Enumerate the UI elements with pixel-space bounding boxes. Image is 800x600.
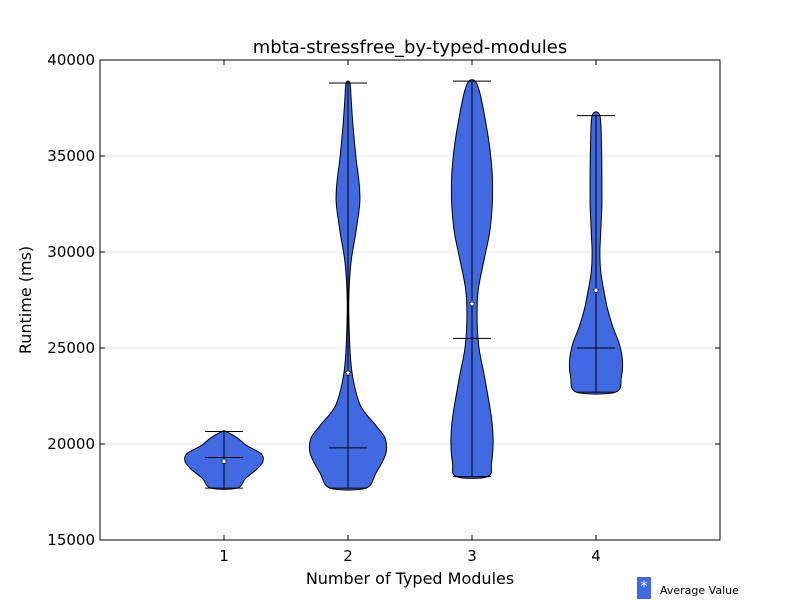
- y-tick-label: 20000: [47, 435, 95, 453]
- plot-area-frame: [99, 59, 721, 541]
- violins: [184, 79, 624, 491]
- y-tick-label: 40000: [47, 51, 95, 69]
- grid-lines: [100, 155, 720, 445]
- x-tick-label: 1: [219, 547, 229, 565]
- x-tick-label: 4: [591, 547, 601, 565]
- average-marker: [468, 299, 476, 308]
- average-markers: [220, 286, 600, 465]
- y-axis-ticks: 15000 20000 25000 30000 35000 40000: [47, 51, 720, 549]
- chart-title: mbta-stressfree_by-typed-modules: [253, 37, 568, 58]
- legend-swatch: [637, 577, 651, 599]
- x-axis-ticks: 1 2 3 4: [219, 60, 601, 565]
- average-marker: [344, 368, 352, 377]
- x-tick-label: 2: [343, 547, 353, 565]
- average-marker: [592, 286, 600, 294]
- y-tick-label: 25000: [47, 339, 95, 357]
- x-axis-label: Number of Typed Modules: [306, 569, 514, 588]
- legend-label: Average Value: [660, 584, 739, 597]
- y-tick-label: 15000: [47, 531, 95, 549]
- y-tick-label: 30000: [47, 243, 95, 261]
- legend: * Average Value: [637, 577, 739, 599]
- x-tick-label: 3: [467, 547, 477, 565]
- average-marker: [220, 457, 228, 465]
- legend-marker: *: [641, 579, 648, 595]
- y-tick-label: 35000: [47, 147, 95, 165]
- y-axis-label: Runtime (ms): [16, 246, 35, 354]
